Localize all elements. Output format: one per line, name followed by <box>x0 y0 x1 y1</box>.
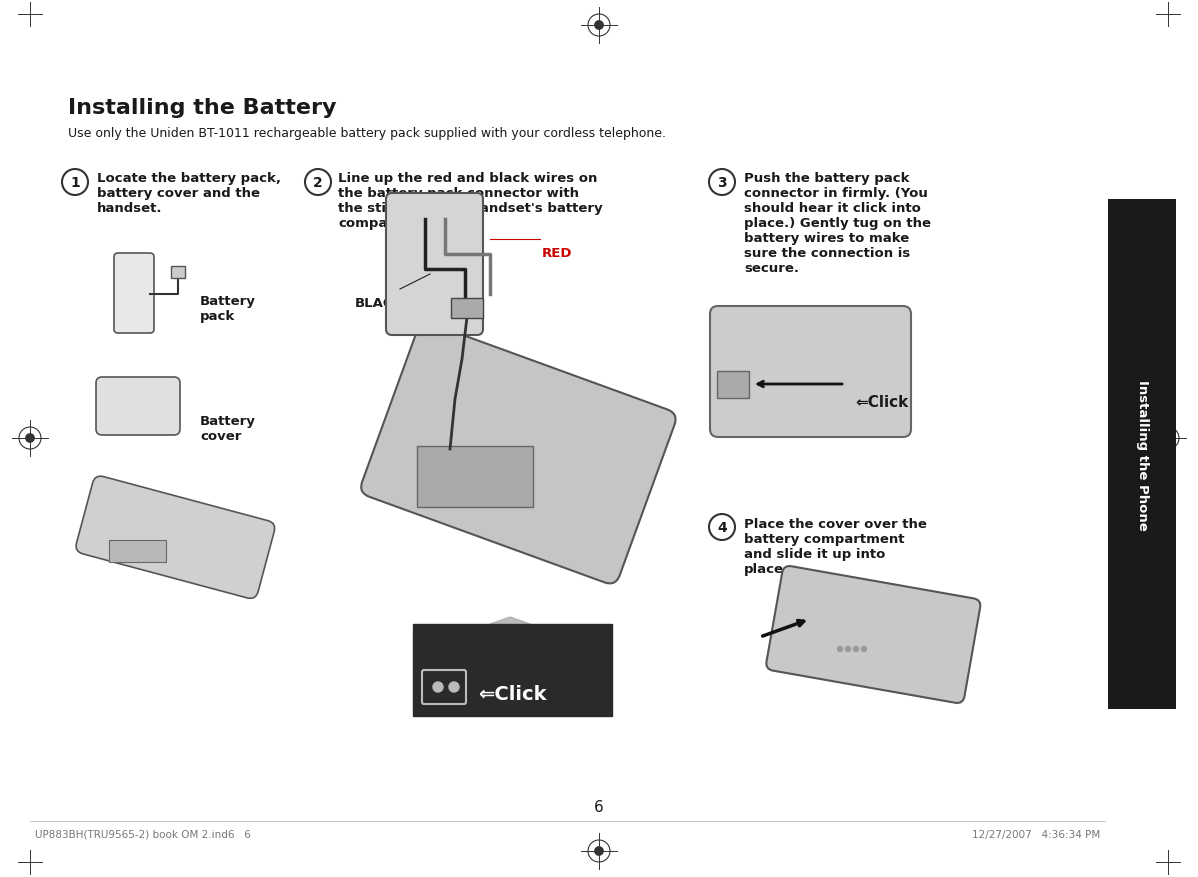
Text: Installing the Battery: Installing the Battery <box>68 98 337 118</box>
Text: Installing the Phone: Installing the Phone <box>1136 379 1149 530</box>
Text: Use only the Uniden BT-1011 rechargeable battery pack supplied with your cordles: Use only the Uniden BT-1011 rechargeable… <box>68 127 666 139</box>
FancyBboxPatch shape <box>710 307 910 438</box>
Text: 2: 2 <box>313 175 323 189</box>
FancyBboxPatch shape <box>96 378 180 436</box>
Circle shape <box>26 434 35 443</box>
Text: Push the battery pack
connector in firmly. (You
should hear it click into
place.: Push the battery pack connector in firml… <box>744 172 931 275</box>
Text: Line up the red and black wires on
the battery pack connector with
the sticker i: Line up the red and black wires on the b… <box>338 172 603 230</box>
Circle shape <box>145 545 150 550</box>
Circle shape <box>432 682 443 692</box>
Circle shape <box>137 545 141 550</box>
Text: Battery
pack: Battery pack <box>200 295 256 323</box>
Polygon shape <box>468 617 545 667</box>
Text: 6: 6 <box>594 799 604 814</box>
Text: UP883BH(TRU9565-2) book OM 2.ind6   6: UP883BH(TRU9565-2) book OM 2.ind6 6 <box>35 829 250 839</box>
Text: 4: 4 <box>718 520 727 534</box>
Circle shape <box>121 545 126 550</box>
Text: 12/27/2007   4:36:34 PM: 12/27/2007 4:36:34 PM <box>972 829 1100 839</box>
FancyBboxPatch shape <box>75 476 274 599</box>
Circle shape <box>128 545 133 550</box>
FancyBboxPatch shape <box>171 267 184 279</box>
FancyBboxPatch shape <box>450 299 483 318</box>
FancyBboxPatch shape <box>109 540 167 562</box>
FancyBboxPatch shape <box>417 446 533 508</box>
Text: ⇐Click: ⇐Click <box>478 684 546 703</box>
FancyBboxPatch shape <box>767 567 980 703</box>
Text: Battery
cover: Battery cover <box>200 415 256 443</box>
Text: Handset: Handset <box>190 571 252 584</box>
Circle shape <box>1163 434 1172 443</box>
Text: Place the cover over the
battery compartment
and slide it up into
place.: Place the cover over the battery compart… <box>744 517 927 575</box>
Text: RED: RED <box>541 246 573 260</box>
FancyBboxPatch shape <box>413 624 612 717</box>
FancyBboxPatch shape <box>386 194 483 336</box>
Circle shape <box>837 646 842 652</box>
Circle shape <box>595 847 603 855</box>
FancyBboxPatch shape <box>1108 200 1176 709</box>
Circle shape <box>846 646 851 652</box>
Text: ⇐Click: ⇐Click <box>855 395 908 410</box>
Circle shape <box>861 646 866 652</box>
FancyBboxPatch shape <box>422 670 466 704</box>
Text: BLACK: BLACK <box>355 296 404 310</box>
FancyBboxPatch shape <box>361 324 676 584</box>
FancyBboxPatch shape <box>716 372 749 398</box>
Circle shape <box>853 646 859 652</box>
Text: 1: 1 <box>71 175 80 189</box>
Circle shape <box>595 22 603 30</box>
FancyBboxPatch shape <box>114 253 155 333</box>
Circle shape <box>449 682 459 692</box>
Text: Locate the battery pack,
battery cover and the
handset.: Locate the battery pack, battery cover a… <box>97 172 282 215</box>
Circle shape <box>113 545 117 550</box>
Text: 3: 3 <box>718 175 727 189</box>
